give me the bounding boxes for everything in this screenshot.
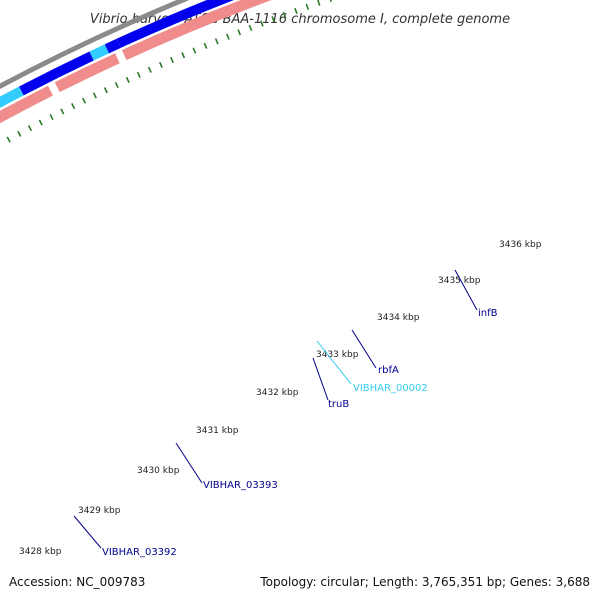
tick-mark <box>147 66 152 73</box>
kbp-label: 3430 kbp <box>137 466 180 476</box>
leader-infB <box>454 269 478 311</box>
leader-VIBHAR_03393 <box>175 442 203 484</box>
accession-text: Accession: NC_009783 <box>9 575 145 589</box>
tick-mark <box>203 42 208 49</box>
tick-mark <box>305 3 310 10</box>
tick-mark <box>38 119 43 126</box>
kbp-label: 3435 kbp <box>438 276 481 286</box>
feature-forward-10 <box>116 0 235 48</box>
tick-mark <box>27 125 33 132</box>
reverse-strand-features <box>0 0 272 124</box>
leader-rbfA <box>351 329 377 369</box>
leader-VIBHAR_00002 <box>316 340 352 385</box>
tick-mark <box>81 97 87 104</box>
feature-forward-7 <box>19 51 94 96</box>
feature-reverse-6 <box>121 0 272 61</box>
tick-marks <box>0 0 332 148</box>
tick-mark <box>226 33 230 40</box>
feature-forward-9 <box>104 38 121 54</box>
tick-mark <box>114 81 119 89</box>
kbp-label: 3429 kbp <box>78 506 121 516</box>
feature-reverse-5 <box>54 53 120 93</box>
gene-label-VIBHAR_00002: VIBHAR_00002 <box>353 383 428 394</box>
gene-label-VIBHAR_03393: VIBHAR_03393 <box>203 480 278 491</box>
tick-mark <box>192 47 197 54</box>
tick-mark <box>317 0 321 6</box>
kbp-label: 3436 kbp <box>499 240 542 250</box>
gene-label-leaders <box>73 269 478 549</box>
tick-mark <box>49 113 54 121</box>
forward-strand-features <box>0 0 235 108</box>
kbp-label: 3432 kbp <box>256 388 299 398</box>
kbp-scale-labels: 3428 kbp 3429 kbp 3430 kbp 3431 kbp 3432… <box>19 240 542 557</box>
map-track-layer <box>0 0 332 148</box>
leader-truB <box>312 357 329 401</box>
feature-forward-8 <box>89 44 110 61</box>
kbp-label: 3433 kbp <box>316 350 359 360</box>
tick-mark <box>271 16 275 23</box>
tick-mark <box>60 108 65 115</box>
tick-mark <box>214 38 219 45</box>
gene-label-VIBHAR_03392: VIBHAR_03392 <box>102 547 177 558</box>
tick-mark <box>136 71 141 78</box>
tick-mark <box>125 76 130 83</box>
tick-mark <box>92 92 97 99</box>
tick-mark <box>181 52 186 59</box>
tick-mark <box>158 61 163 69</box>
tick-mark <box>170 56 174 64</box>
tick-mark <box>248 24 253 31</box>
tick-mark <box>6 136 11 143</box>
kbp-label: 3431 kbp <box>196 426 239 436</box>
topology-summary-text: Topology: circular; Length: 3,765,351 bp… <box>259 575 590 589</box>
tick-mark <box>103 87 108 94</box>
tick-mark <box>71 103 76 110</box>
gene-label-truB: truB <box>328 399 349 410</box>
gene-labels: VIBHAR_03392 VIBHAR_03393 truB VIBHAR_00… <box>102 308 498 558</box>
gene-label-infB: infB <box>478 308 498 319</box>
tick-mark <box>329 0 332 2</box>
feature-forward-6 <box>0 86 24 108</box>
feature-reverse-4 <box>0 85 53 124</box>
tick-mark <box>237 29 242 36</box>
kbp-label: 3428 kbp <box>19 547 62 557</box>
tick-mark <box>260 20 264 27</box>
leader-VIBHAR_03392 <box>73 515 102 549</box>
tick-mark <box>294 7 298 14</box>
gene-label-rbfA: rbfA <box>378 365 399 376</box>
tick-mark <box>17 130 22 137</box>
tick-mark <box>282 11 287 19</box>
kbp-label: 3434 kbp <box>377 313 420 323</box>
